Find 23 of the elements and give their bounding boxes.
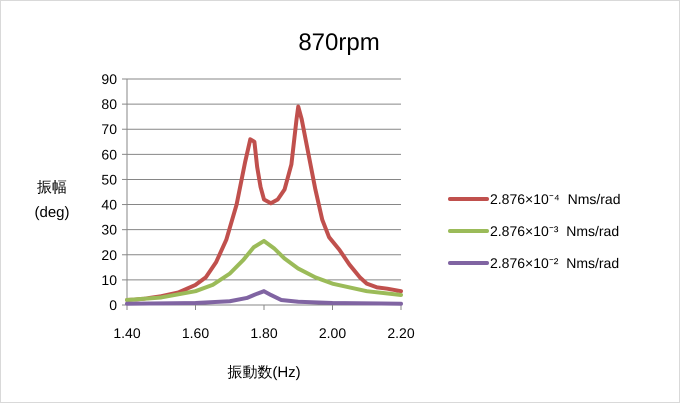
y-tick-label: 90 [101, 71, 118, 87]
line-series [125, 238, 403, 302]
y-tick-label: 0 [109, 297, 118, 313]
y-tick-label: 50 [101, 171, 118, 188]
x-tick-label: 1.40 [113, 325, 141, 341]
y-tick-label: 10 [101, 272, 118, 288]
x-tick-label: 1.60 [182, 325, 210, 341]
y-tick-label: 60 [101, 146, 118, 162]
x-tick-label: 2.20 [387, 325, 415, 341]
legend-label: 2.876×10⁻⁴ Nms/rad [490, 191, 620, 207]
y-axis-title: 振幅 (deg) [34, 179, 70, 221]
chart-title: 870rpm [298, 29, 380, 56]
y-tick-label: 20 [101, 246, 118, 263]
legend-label: 2.876×10⁻³ Nms/rad [490, 223, 620, 239]
y-tick-label: 80 [101, 96, 118, 112]
legend-label: 2.876×10⁻² Nms/rad [490, 255, 620, 271]
y-tick-label: 30 [101, 222, 118, 238]
y-tick-label: 70 [101, 121, 118, 138]
x-tick-label: 2.00 [318, 325, 346, 341]
y-tick-label: 40 [101, 196, 118, 213]
x-axis-title: 振動数(Hz) [227, 364, 301, 381]
line-series [125, 289, 403, 306]
x-tick-label: 1.80 [250, 325, 278, 341]
